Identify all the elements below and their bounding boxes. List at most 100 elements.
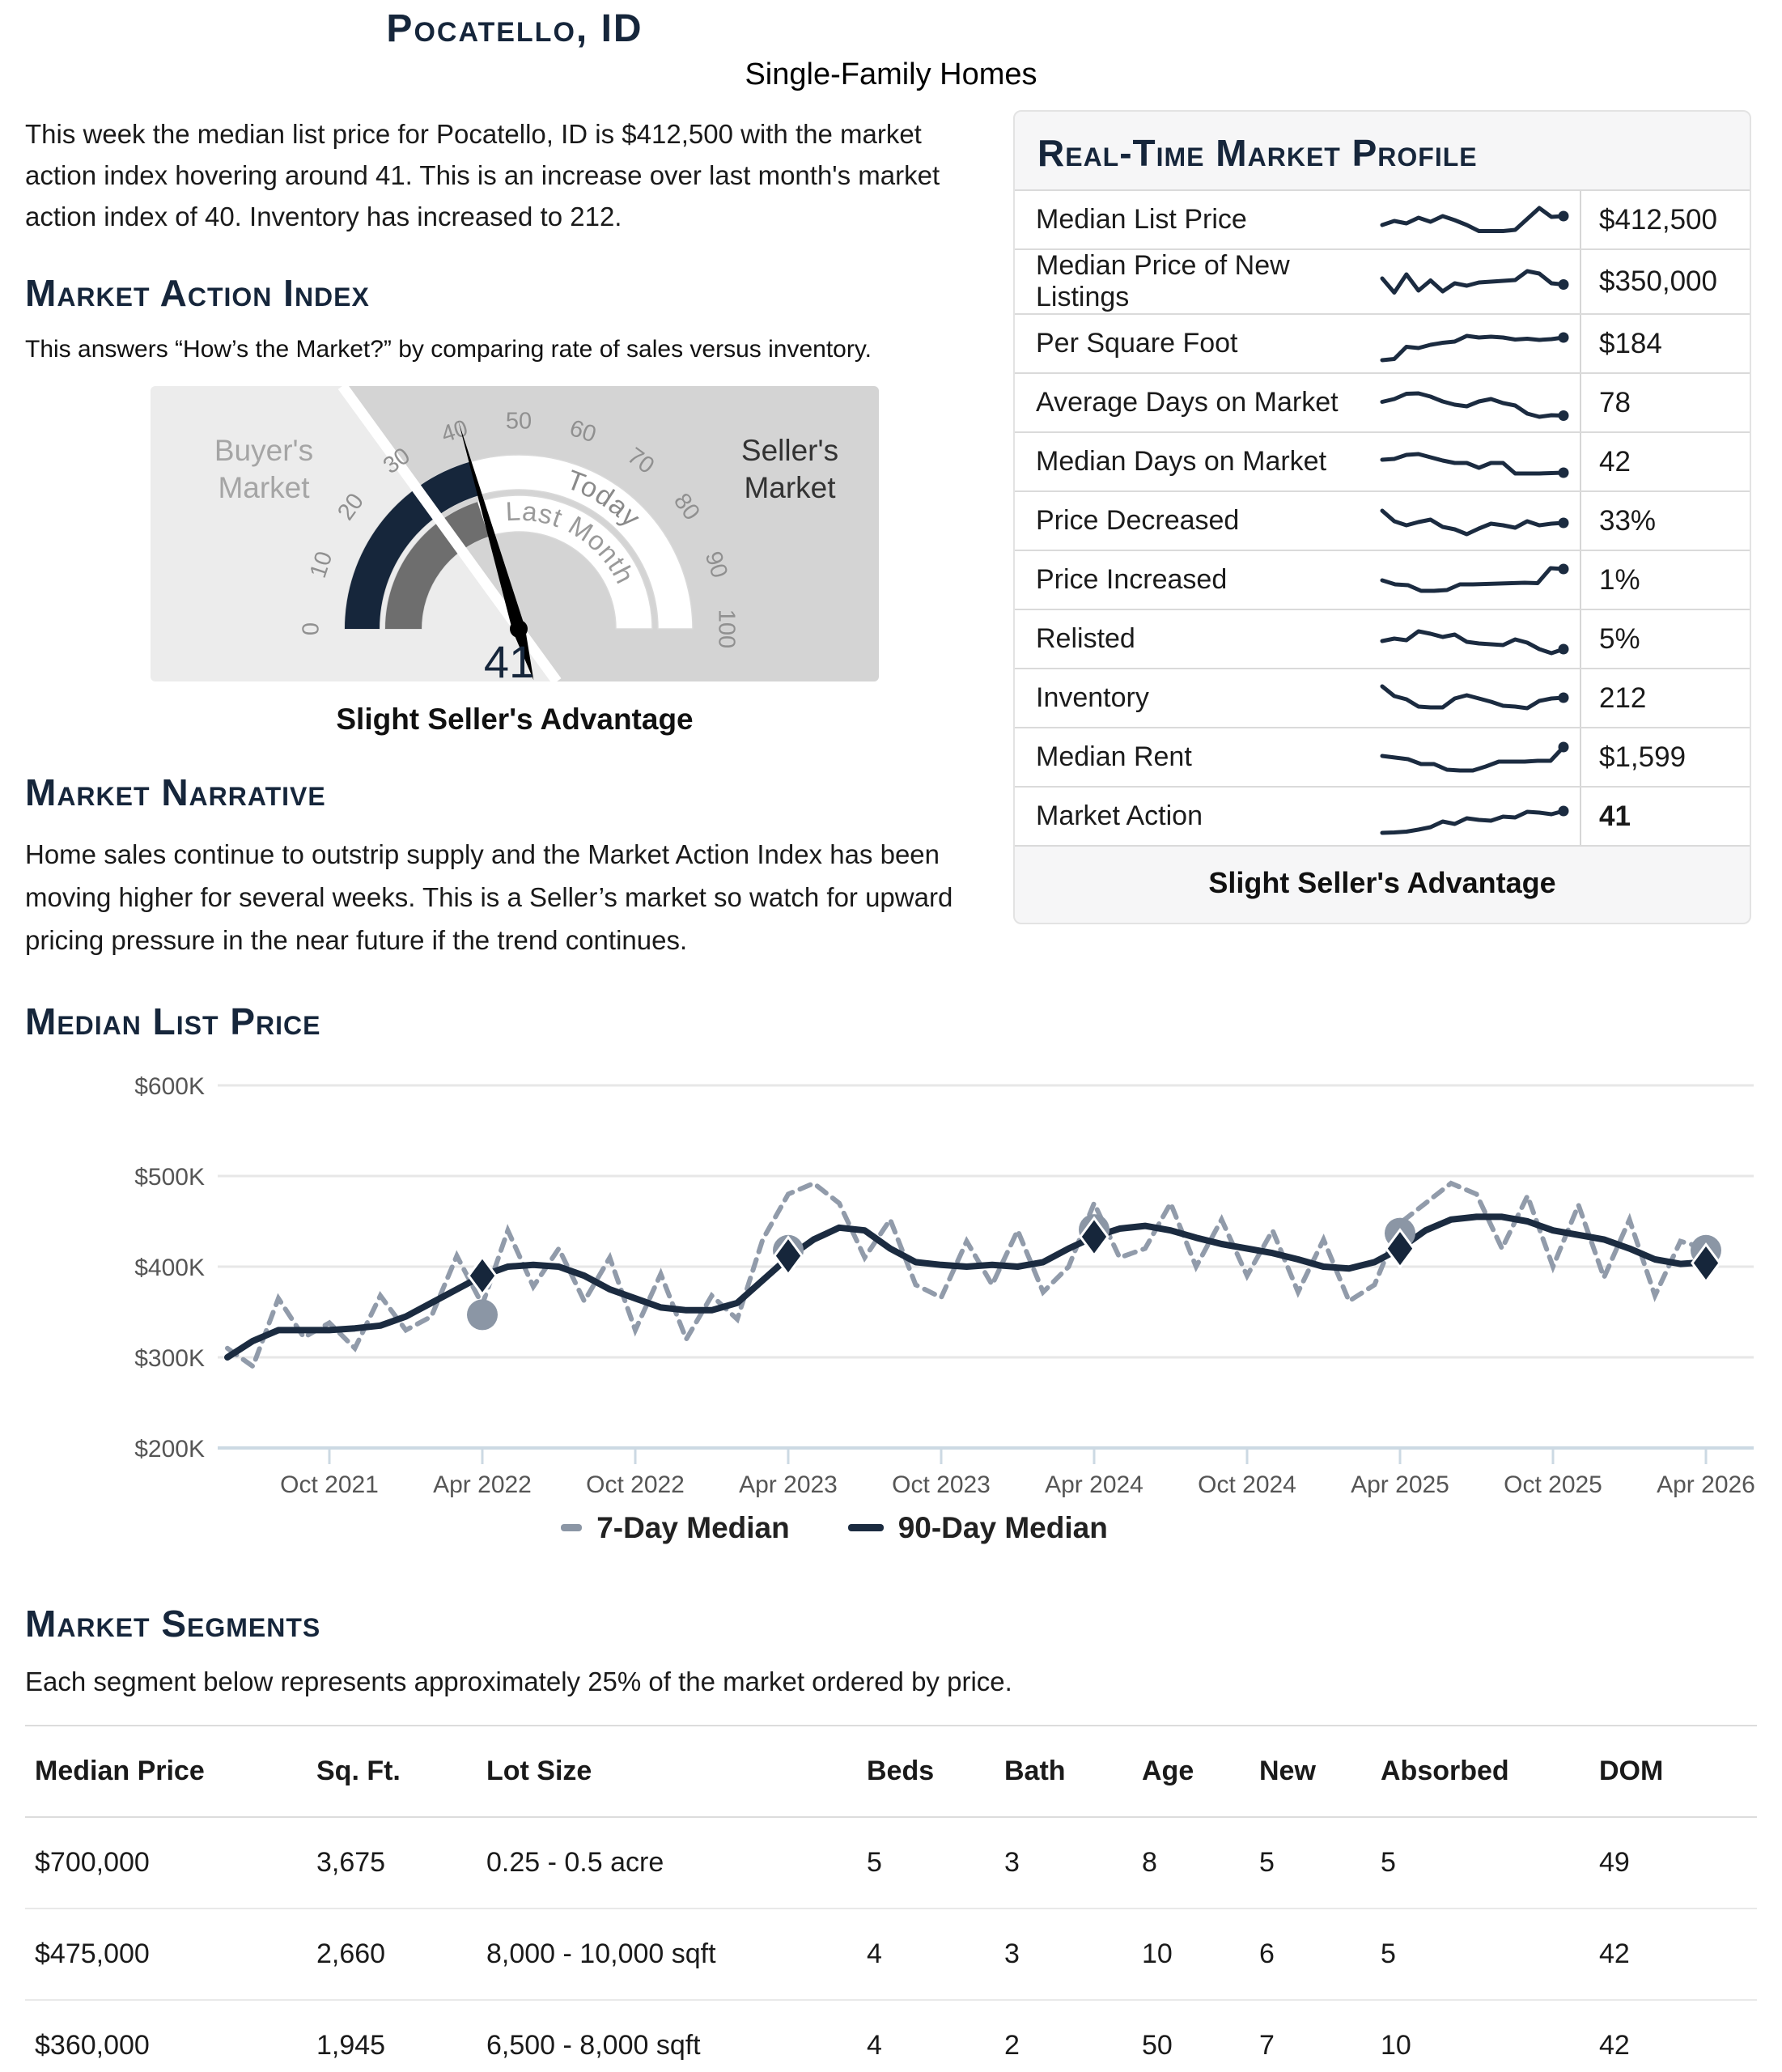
segments-column-header: Median Price	[25, 1724, 316, 1818]
market-narrative-section: Market Narrative Home sales continue to …	[25, 771, 1004, 962]
y-axis-tick-label: $600K	[134, 1073, 205, 1100]
x-axis-tick-label: Oct 2023	[892, 1471, 991, 1498]
profile-row: Market Action 41	[1015, 788, 1750, 847]
y-axis-tick-label: $300K	[134, 1345, 205, 1372]
profile-row-value: 212	[1580, 669, 1750, 727]
y-axis-tick-label: $200K	[134, 1436, 205, 1463]
marker-diamond	[1079, 1216, 1110, 1258]
page-subtitle: Single-Family Homes	[745, 57, 1037, 91]
segments-cell: 49	[1599, 1818, 1757, 1909]
sparkline	[1380, 269, 1569, 295]
x-axis-tick-label: Oct 2021	[280, 1471, 379, 1498]
profile-row-value: 78	[1580, 374, 1750, 431]
gauge-tick-label: 0	[299, 622, 325, 635]
median-list-price-heading: Median List Price	[25, 1000, 321, 1042]
profile-row-value: $184	[1580, 315, 1750, 372]
profile-row-value: $350,000	[1580, 250, 1750, 313]
segments-column-header: Sq. Ft.	[316, 1724, 486, 1818]
profile-row: Median Days on Market 42	[1015, 433, 1750, 492]
profile-row-value: $1,599	[1580, 728, 1750, 786]
segments-column-header: Beds	[867, 1724, 1004, 1818]
profile-row: Median Rent $1,599	[1015, 728, 1750, 788]
segments-cell: 0.25 - 0.5 acre	[486, 1818, 867, 1909]
segments-cell: 3	[1004, 1818, 1142, 1909]
sparkline	[1380, 684, 1569, 710]
segments-column-header: DOM	[1599, 1724, 1757, 1818]
gauge-needle	[458, 421, 534, 681]
profile-row: Median Price of New Listings $350,000	[1015, 250, 1750, 315]
x-axis-tick-label: Oct 2022	[586, 1471, 685, 1498]
profile-row: Median List Price $412,500	[1015, 191, 1750, 250]
segments-cell: 42	[1599, 2001, 1757, 2072]
segments-cell: 3	[1004, 1909, 1142, 2001]
legend-swatch-7-day	[561, 1524, 583, 1532]
page-title: Pocatello, ID	[386, 7, 643, 50]
profile-row-label: Median List Price	[1036, 204, 1247, 235]
sparkline	[1380, 332, 1569, 362]
profile-row-label: Price Decreased	[1036, 505, 1240, 536]
segments-cell: 2	[1004, 2001, 1142, 2072]
profile-row-label: Inventory	[1036, 682, 1149, 713]
segments-cell: 6	[1259, 1909, 1381, 2001]
median-list-price-section: Median List Price $600K $500K $400K $300K $2…	[25, 1000, 1757, 1545]
segments-cell: 5	[1259, 1818, 1381, 1909]
marker-diamond	[467, 1255, 498, 1297]
profile-row-value: 33%	[1580, 492, 1750, 550]
intro-paragraph: This week the median list price for Poca…	[25, 119, 940, 232]
segments-cell: 50	[1142, 2001, 1259, 2072]
profile-row-value: $412,500	[1580, 191, 1750, 248]
profile-row-label: Market Action	[1036, 800, 1203, 831]
x-axis-tick-label: Apr 2025	[1351, 1471, 1449, 1498]
market-segments-section: Market Segments Each segment below repre…	[25, 1602, 1757, 2072]
real-time-market-profile-panel: Real-Time Market Profile Median List Pri…	[1013, 110, 1751, 924]
market-action-gauge: Last Month Today 0 10 20 30 40 50 60 70 80 90 100 Buy…	[151, 386, 879, 682]
market-narrative-heading: Market Narrative	[25, 771, 326, 814]
profile-row-label: Price Increased	[1036, 564, 1228, 595]
segments-cell: $360,000	[25, 2001, 316, 2072]
x-axis-tick-label: Apr 2023	[739, 1471, 838, 1498]
profile-row: Price Increased 1%	[1015, 551, 1750, 610]
y-axis-tick-label: $500K	[134, 1164, 205, 1191]
y-axis-tick-label: $400K	[134, 1255, 205, 1281]
profile-row-value: 5%	[1580, 610, 1750, 668]
x-axis-tick-label: Apr 2026	[1657, 1471, 1755, 1498]
profile-row-label: Median Price of New Listings	[1036, 250, 1290, 312]
segments-column-header: Lot Size	[486, 1724, 867, 1818]
segments-cell: $475,000	[25, 1909, 316, 2001]
segments-cell: 5	[1381, 1909, 1599, 2001]
median-list-price-chart: $600K $500K $400K $300K $200K Oct 2021 Apr 202…	[134, 1073, 1755, 1498]
market-action-index-section: Market Action Index This answers “How’s …	[25, 271, 1004, 737]
segments-cell: 4	[867, 1909, 1004, 2001]
segments-cell: 3,675	[316, 1818, 486, 1909]
segments-cell: 7	[1259, 2001, 1381, 2072]
profile-row-value: 1%	[1580, 551, 1750, 609]
segments-cell: 8	[1142, 1818, 1259, 1909]
market-action-index-heading: Market Action Index	[25, 272, 370, 315]
segments-cell: 42	[1599, 1909, 1757, 2001]
profile-row: Price Decreased 33%	[1015, 492, 1750, 551]
segments-cell: 1,945	[316, 2001, 486, 2072]
legend-label-90-day: 90-Day Median	[897, 1510, 1108, 1544]
gauge-value: 41	[484, 636, 534, 681]
segments-column-header: Age	[1142, 1724, 1259, 1818]
sparkline	[1380, 452, 1569, 478]
series-7-day-median	[225, 1180, 1708, 1370]
x-axis-tick-label: Apr 2022	[433, 1471, 532, 1498]
x-axis-tick-label: Oct 2025	[1504, 1471, 1602, 1498]
market-segments-heading: Market Segments	[25, 1602, 321, 1645]
segments-cell: 2,660	[316, 1909, 486, 2001]
marker-diamond	[1385, 1227, 1415, 1269]
profile-row: Inventory 212	[1015, 669, 1750, 728]
marker-diamond	[1691, 1242, 1721, 1284]
profile-row-label: Median Days on Market	[1036, 446, 1327, 477]
sparkline	[1380, 805, 1569, 834]
x-axis-tick-label: Apr 2024	[1045, 1471, 1143, 1498]
segments-cell: 8,000 - 10,000 sqft	[486, 1909, 867, 2001]
sparkline	[1380, 629, 1569, 655]
buyers-market-label: Buyer's Market	[214, 434, 313, 504]
profile-row-label: Median Rent	[1036, 741, 1192, 772]
segments-column-header: Absorbed	[1381, 1724, 1599, 1818]
gauge-tick-label: 100	[713, 609, 739, 648]
segments-cell: 5	[1381, 1818, 1599, 1909]
